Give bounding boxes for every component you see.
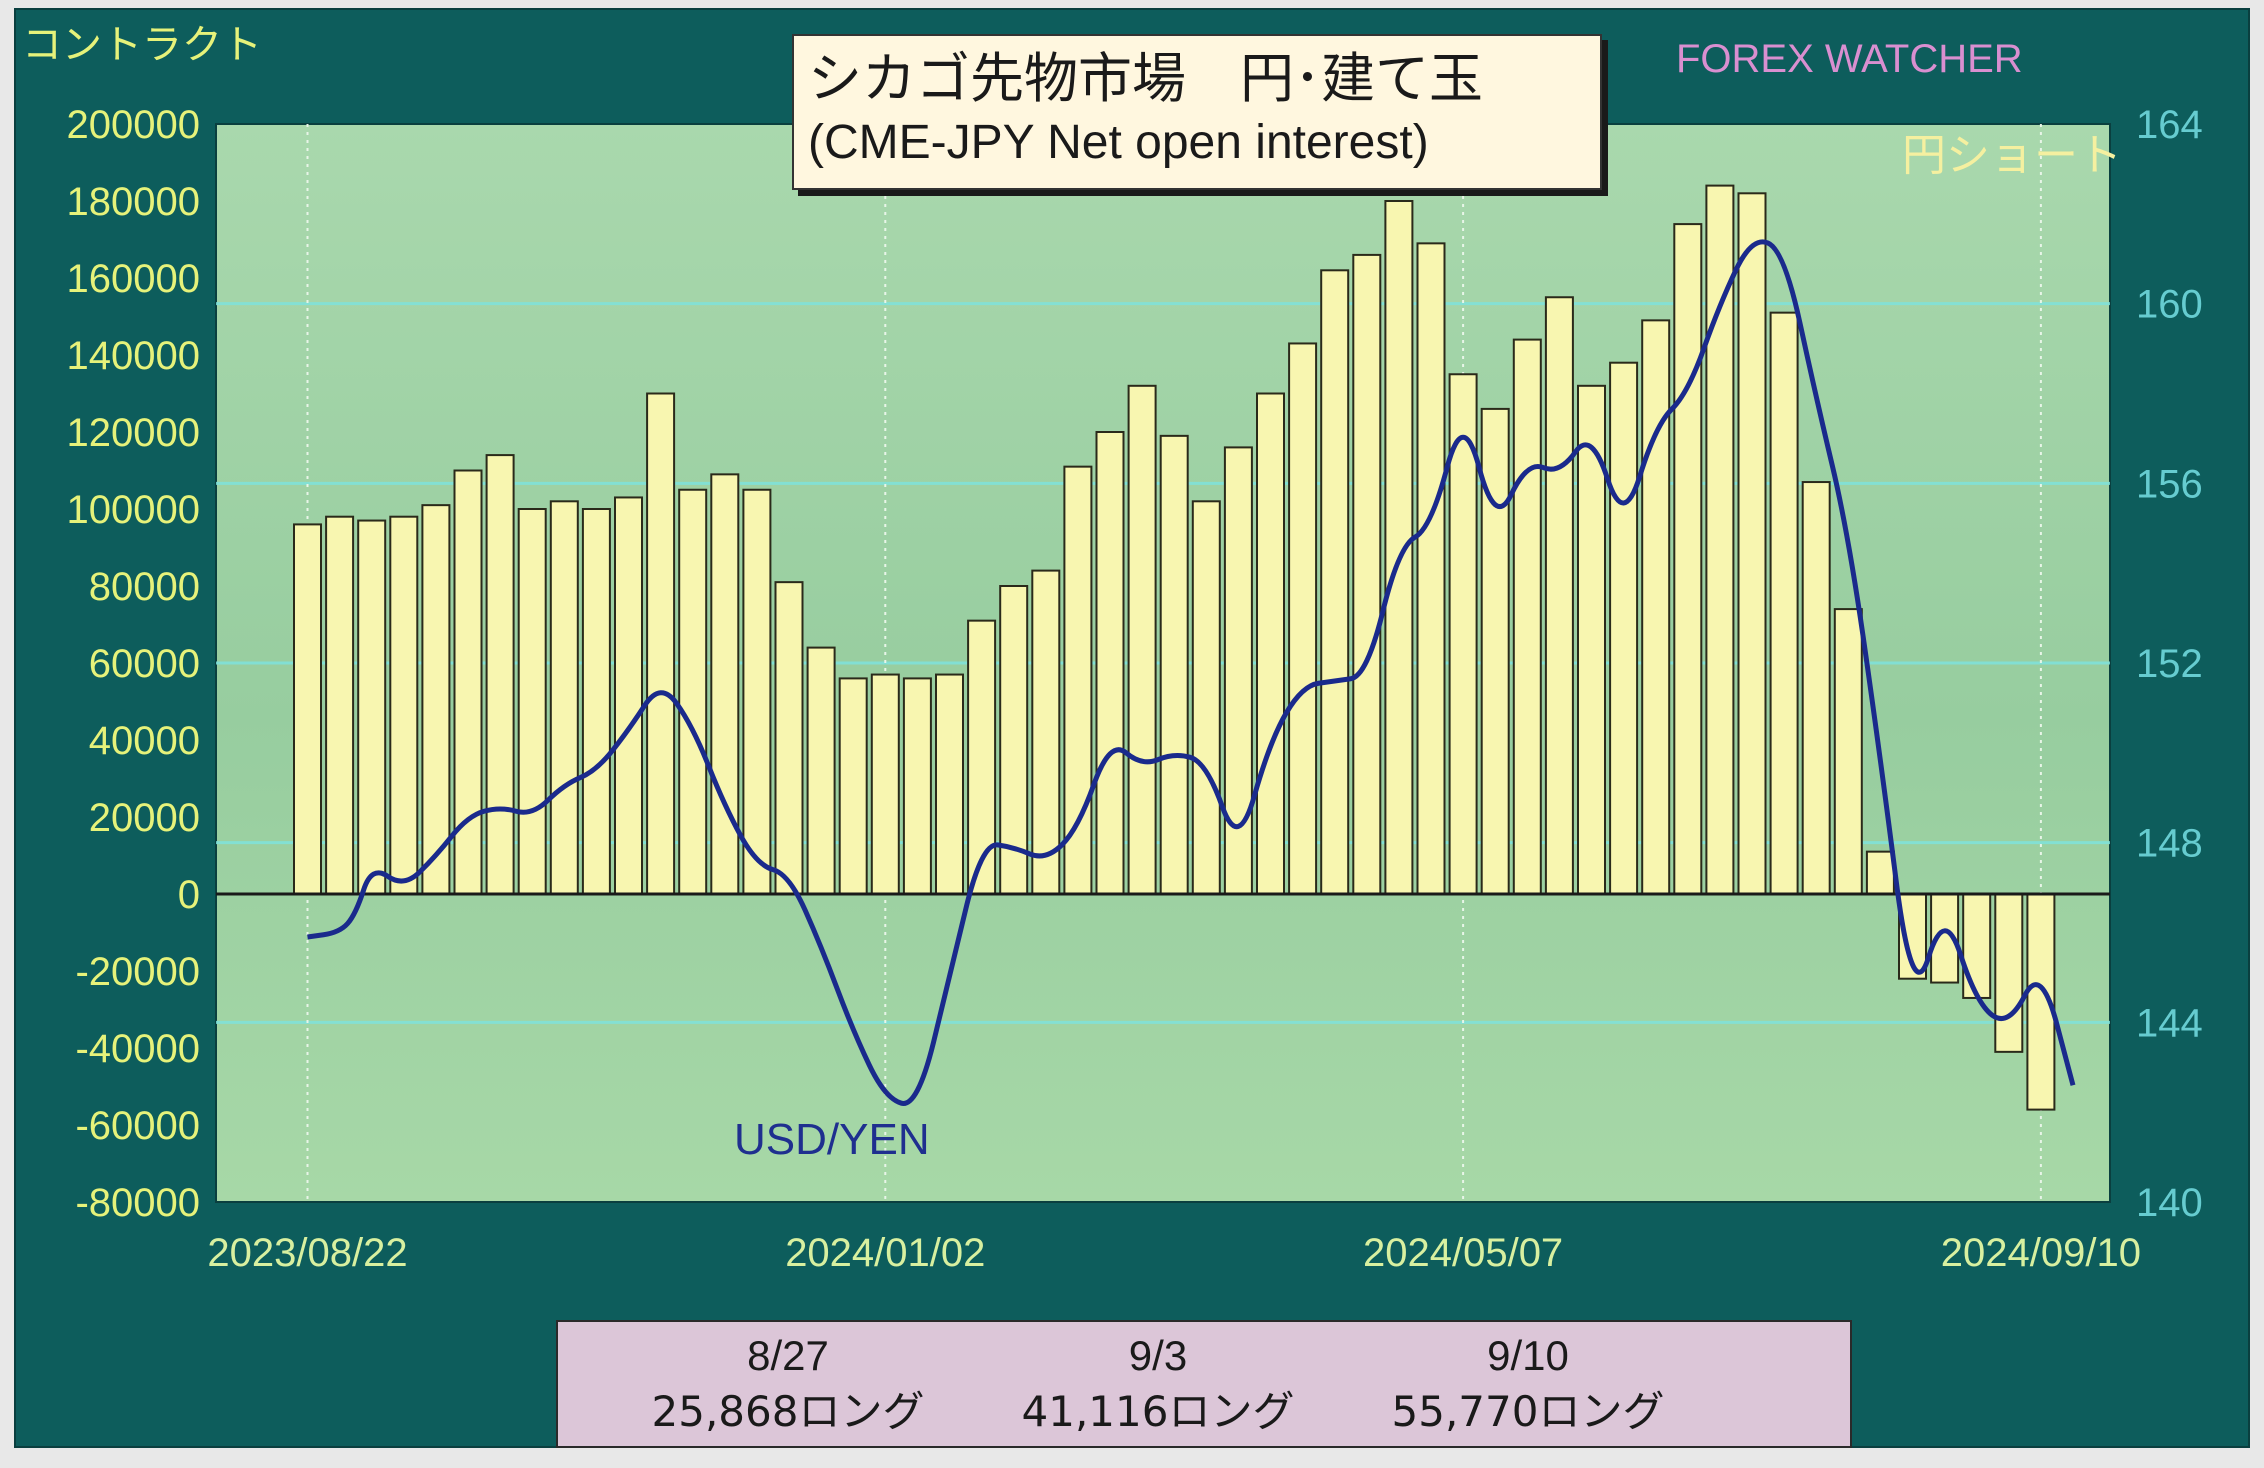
bar xyxy=(646,392,676,895)
bar xyxy=(1673,223,1703,896)
x-tick-label: 2024/05/07 xyxy=(1363,1231,1563,1275)
bar xyxy=(421,504,451,895)
left-tick-label: -20000 xyxy=(75,950,200,994)
bar xyxy=(1994,893,2024,1053)
bar xyxy=(357,519,387,895)
bar xyxy=(1641,319,1671,896)
bar xyxy=(1737,192,1767,896)
bar xyxy=(1384,200,1414,895)
y-axis-label: コントラクト xyxy=(22,22,262,68)
left-tick-label: 60000 xyxy=(89,642,200,686)
left-tick-label: 160000 xyxy=(67,257,200,301)
bar xyxy=(453,469,483,895)
bar xyxy=(710,473,740,895)
bar xyxy=(1063,465,1093,895)
x-tick-label: 2024/01/02 xyxy=(785,1231,985,1275)
chart-frame: コントラクト FOREX WATCHER 円ショート USD/YEN 20000… xyxy=(14,8,2250,1448)
left-tick-label: -60000 xyxy=(75,1104,200,1148)
bar xyxy=(1127,384,1157,895)
footer-value: 25,868ロング xyxy=(651,1387,925,1436)
left-tick-label: 20000 xyxy=(89,796,200,840)
left-tick-label: 140000 xyxy=(67,334,200,378)
bar xyxy=(614,496,643,895)
bar xyxy=(1191,500,1221,895)
x-tick-label: 2023/08/22 xyxy=(207,1231,407,1275)
bar xyxy=(1416,242,1446,896)
left-tick-label: -80000 xyxy=(75,1181,200,1225)
bar xyxy=(870,673,900,895)
bar xyxy=(902,677,932,896)
bar xyxy=(999,585,1029,895)
chart-svg: コントラクト FOREX WATCHER 円ショート USD/YEN 20000… xyxy=(22,22,2203,1275)
bar xyxy=(1769,311,1799,895)
footer-col-3: 9/10 55,770ロング xyxy=(1328,1328,1728,1440)
footer-date: 9/3 xyxy=(1128,1332,1188,1379)
footer-col-2: 9/3 41,116ロング xyxy=(958,1328,1358,1440)
right-tick-label: 148 xyxy=(2136,822,2203,866)
usd-yen-line xyxy=(307,239,2076,1106)
bar xyxy=(1288,342,1318,895)
footer-summary-box: 8/27 25,868ロング 9/3 41,116ロング 9/10 55,770… xyxy=(556,1320,1852,1448)
bar xyxy=(678,488,708,895)
brand-label: FOREX WATCHER xyxy=(1676,37,2023,81)
bar xyxy=(1962,893,1992,999)
bar xyxy=(1833,608,1863,895)
bar xyxy=(1095,431,1125,895)
footer-value: 41,116ロング xyxy=(1021,1387,1295,1436)
left-tick-label: 100000 xyxy=(67,488,200,532)
bar xyxy=(1865,850,1895,896)
left-tick-label: -40000 xyxy=(75,1027,200,1071)
bar xyxy=(806,646,836,895)
bar xyxy=(935,673,964,895)
bar xyxy=(1256,392,1285,895)
bar xyxy=(581,508,611,895)
bar xyxy=(1159,434,1189,895)
bar xyxy=(293,523,322,896)
right-tick-label: 156 xyxy=(2136,462,2203,506)
bar xyxy=(1512,338,1542,896)
bar xyxy=(742,488,772,895)
left-tick-label: 0 xyxy=(178,873,200,917)
left-tick-label: 40000 xyxy=(89,719,200,763)
bar xyxy=(967,619,997,896)
bar xyxy=(1352,253,1382,895)
bar xyxy=(325,515,355,895)
footer-col-1: 8/27 25,868ロング xyxy=(588,1328,988,1440)
footer-date: 8/27 xyxy=(747,1332,829,1379)
left-tick-label: 200000 xyxy=(67,103,200,147)
right-tick-label: 164 xyxy=(2136,103,2203,147)
bar xyxy=(1705,184,1735,896)
chart-subtitle: (CME-JPY Net open interest) xyxy=(808,116,1429,169)
usd-yen-label: USD/YEN xyxy=(734,1115,930,1164)
bar xyxy=(1448,373,1478,895)
right-tick-label: 144 xyxy=(2136,1001,2203,1045)
bar xyxy=(549,500,579,895)
yen-short-label: 円ショート xyxy=(1902,130,2122,181)
bar xyxy=(389,515,419,895)
left-tick-label: 180000 xyxy=(67,180,200,224)
footer-value: 55,770ロング xyxy=(1391,1387,1665,1436)
footer-date: 9/10 xyxy=(1487,1332,1569,1379)
right-tick-label: 160 xyxy=(2136,283,2203,327)
bar xyxy=(1801,481,1831,895)
bar xyxy=(1320,269,1350,895)
x-tick-label: 2024/09/10 xyxy=(1941,1231,2141,1275)
left-tick-label: 120000 xyxy=(67,411,200,455)
bar xyxy=(1609,361,1639,895)
bar xyxy=(774,581,804,896)
right-tick-label: 140 xyxy=(2136,1181,2203,1225)
chart-title: シカゴ先物市場 円･建て玉 xyxy=(808,47,1483,110)
bar xyxy=(485,454,515,895)
chart-title-box: シカゴ先物市場 円･建て玉 (CME-JPY Net open interest… xyxy=(792,34,1602,190)
left-tick-label: 80000 xyxy=(89,565,200,609)
bar xyxy=(1031,569,1061,895)
bar xyxy=(1544,296,1574,895)
bar xyxy=(517,508,547,895)
bar xyxy=(838,677,868,896)
right-tick-label: 152 xyxy=(2136,642,2203,686)
